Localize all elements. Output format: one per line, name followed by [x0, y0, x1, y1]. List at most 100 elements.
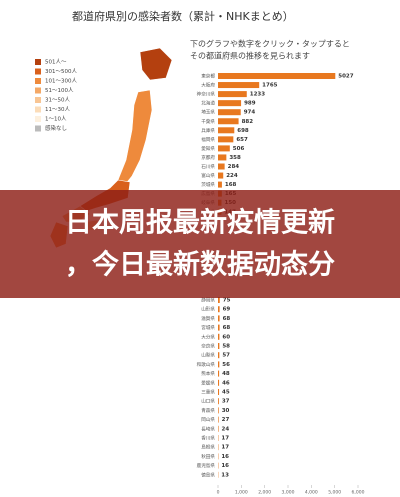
category-label: 大阪府	[201, 82, 215, 89]
category-label: 滋賀県	[201, 315, 215, 322]
bar	[218, 297, 220, 303]
legend-label: 51～100人	[45, 87, 74, 94]
bar	[218, 416, 219, 423]
x-tick-label: 1,000	[235, 490, 248, 496]
map-honshu-north	[117, 89, 153, 187]
legend-swatch	[35, 68, 41, 75]
legend-swatch	[35, 125, 41, 132]
value-label: 17	[221, 445, 229, 451]
legend-swatch	[35, 87, 41, 94]
category-label: 富山県	[201, 172, 215, 179]
category-label: 岡山県	[201, 416, 215, 423]
category-label: 山口県	[201, 398, 215, 405]
bar	[218, 352, 220, 359]
category-label: 兵庫県	[201, 127, 215, 134]
value-label: 974	[244, 110, 256, 116]
value-label: 68	[223, 316, 231, 322]
category-label: 愛媛県	[201, 379, 215, 386]
value-label: 27	[222, 417, 230, 423]
bar	[218, 136, 234, 143]
value-label: 58	[222, 344, 230, 350]
value-label: 17	[221, 436, 229, 442]
category-label: 奈良県	[201, 343, 215, 350]
legend-label: 501人～	[45, 59, 67, 66]
bar	[218, 154, 227, 161]
category-label: 北海道	[201, 100, 215, 107]
category-label: 福岡県	[201, 136, 215, 143]
legend-label: 1～10人	[45, 116, 67, 123]
category-label: 京都府	[201, 154, 215, 161]
bar	[218, 379, 220, 386]
value-label: 698	[237, 128, 249, 134]
value-label: 69	[223, 307, 231, 313]
legend-swatch	[35, 59, 41, 65]
map-legend: 501人～ 301～500人 101～300人 51～100人 31～50人 11～30人…	[35, 59, 77, 132]
category-label: 山梨県	[201, 352, 215, 359]
bar	[218, 181, 222, 188]
value-label: 1765	[262, 83, 277, 89]
bar	[218, 163, 225, 170]
value-label: 60	[222, 334, 230, 340]
category-label: 長崎県	[201, 425, 215, 432]
category-label: 茨城県	[201, 181, 215, 188]
bar	[218, 370, 220, 377]
value-label: 75	[223, 298, 231, 304]
map-hokkaido	[139, 47, 173, 81]
legend-swatch	[35, 116, 41, 122]
value-label: 13	[221, 472, 229, 478]
category-label: 和歌山県	[197, 361, 216, 368]
bar	[218, 118, 239, 125]
bar	[218, 389, 220, 395]
value-label: 37	[222, 399, 230, 405]
legend-label: 11～30人	[45, 106, 70, 113]
category-label: 青森県	[201, 407, 215, 414]
x-tick-label: 3,000	[282, 490, 295, 496]
legend-label: 101～300人	[45, 78, 77, 85]
value-label: 358	[229, 155, 241, 161]
banner-background	[0, 190, 400, 298]
bar	[218, 100, 242, 107]
category-label: 埼玉県	[201, 109, 215, 116]
bar	[218, 324, 220, 331]
bar	[218, 425, 219, 432]
bar	[218, 407, 219, 414]
note-line: その都道府県の推移を見られます	[190, 51, 310, 61]
category-label: 千葉県	[201, 118, 215, 125]
value-label: 16	[221, 454, 229, 460]
legend-label: 31～50人	[45, 97, 70, 104]
x-tick-label: 0	[217, 490, 220, 496]
legend-label: 感染なし	[45, 124, 67, 132]
category-label: 山形県	[201, 306, 215, 313]
bar	[218, 343, 220, 349]
bar	[218, 398, 219, 405]
value-label: 30	[222, 408, 230, 414]
x-tick-label: 6,000	[352, 490, 365, 496]
bar	[218, 315, 220, 322]
value-label: 56	[222, 362, 230, 368]
category-label: 熊本県	[201, 370, 215, 377]
banner-text: 日本周报最新疫情更新	[65, 207, 335, 239]
value-label: 46	[222, 380, 230, 386]
legend-swatch	[35, 106, 41, 113]
value-label: 16	[221, 463, 229, 469]
category-label: 愛知県	[201, 145, 215, 152]
value-label: 68	[223, 325, 231, 331]
banner-text: ，今日最新数据动态分	[65, 249, 335, 281]
value-label: 657	[236, 137, 248, 143]
value-label: 5027	[338, 74, 353, 80]
legend-swatch	[35, 78, 41, 84]
value-label: 24	[222, 426, 230, 432]
category-label: 三重県	[201, 389, 215, 396]
bar	[218, 73, 336, 79]
value-label: 882	[242, 119, 254, 125]
category-label: 静岡県	[201, 297, 215, 304]
category-label: 島根県	[201, 444, 215, 451]
bar	[218, 172, 224, 179]
bar	[218, 91, 247, 98]
bar	[218, 109, 241, 116]
bar	[218, 361, 220, 368]
bar	[218, 127, 235, 134]
x-tick-label: 4,000	[305, 490, 318, 496]
value-label: 45	[222, 390, 230, 396]
